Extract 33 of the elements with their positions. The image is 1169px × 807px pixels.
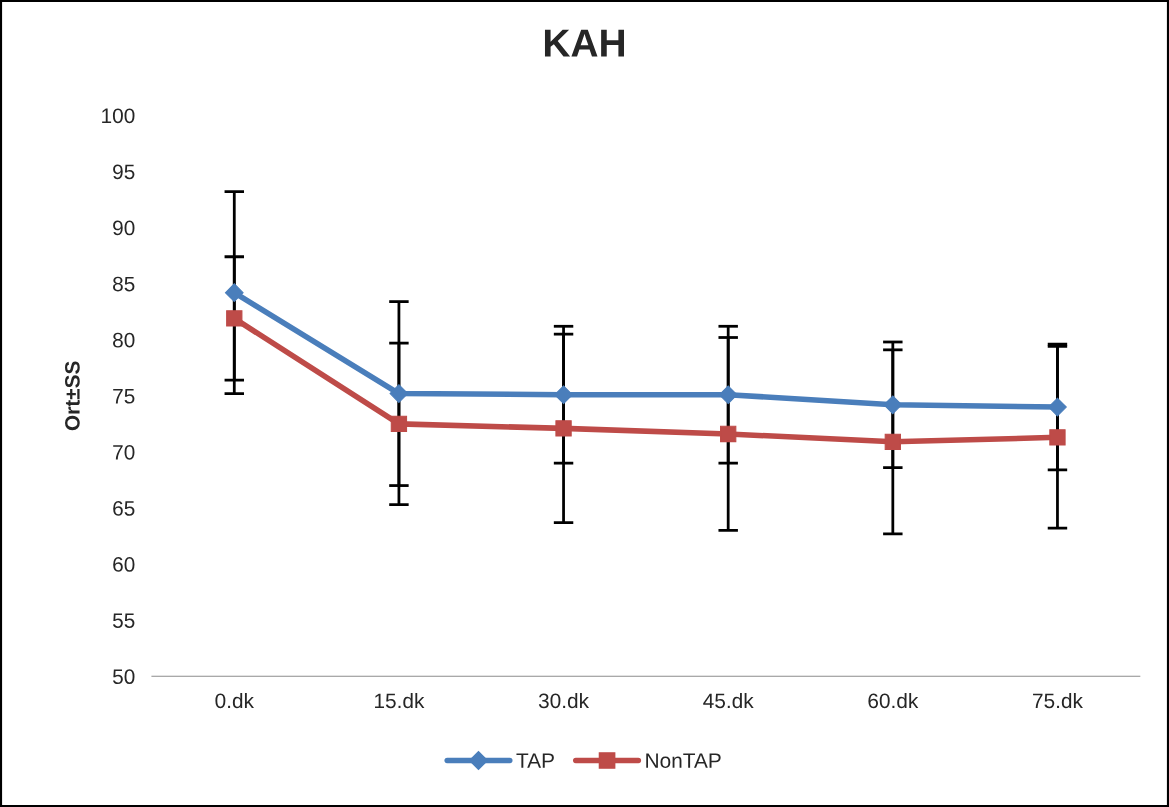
y-tick-label: 60 xyxy=(113,557,135,572)
point xyxy=(226,310,243,327)
point xyxy=(389,384,409,403)
point xyxy=(555,420,572,437)
chart-title: KAH xyxy=(544,29,625,57)
y-tick-label: 95 xyxy=(113,164,135,180)
x-tick-label: 30.dk xyxy=(538,692,590,709)
x-tick-label: 75.dk xyxy=(1033,692,1083,709)
point xyxy=(884,433,901,450)
point xyxy=(554,385,573,405)
y-tick-label: 100 xyxy=(102,108,135,124)
y-tick-label: 50 xyxy=(112,669,135,685)
point xyxy=(1049,429,1066,446)
y-tick-label: 65 xyxy=(113,501,135,516)
point xyxy=(224,283,244,302)
legend-label: NonTAP xyxy=(646,753,721,768)
y-tick-label: 90 xyxy=(113,220,135,236)
legend-label: TAP xyxy=(516,753,554,768)
point xyxy=(1048,397,1067,417)
point xyxy=(390,415,408,433)
x-tick-label: 60.dk xyxy=(868,692,919,709)
point xyxy=(720,425,737,443)
y-tick-label: 75 xyxy=(113,389,135,404)
y-axis-title: Ort±SS xyxy=(65,361,80,431)
y-tick-label: 55 xyxy=(112,613,135,628)
x-tick-label: 45.dk xyxy=(703,692,754,709)
x-tick-label: 15.dk xyxy=(375,692,425,709)
y-tick-label: 80 xyxy=(113,332,135,348)
y-tick-label: 70 xyxy=(113,444,135,460)
point xyxy=(718,385,738,405)
y-tick-label: 85 xyxy=(113,276,135,292)
point xyxy=(883,395,903,415)
x-tick-label: 0.dk xyxy=(215,692,255,709)
